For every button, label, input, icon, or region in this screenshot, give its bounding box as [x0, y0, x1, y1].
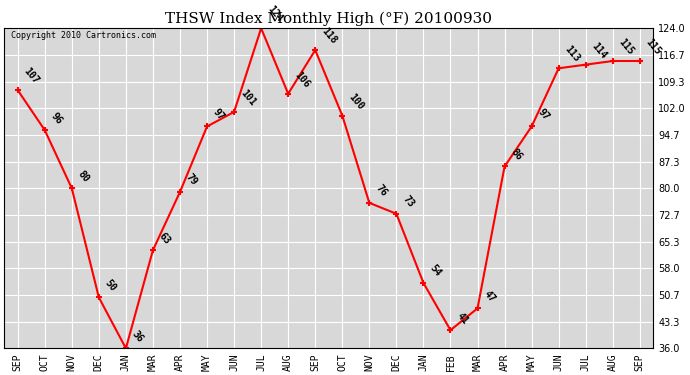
Text: 100: 100 [346, 92, 366, 111]
Text: 101: 101 [238, 88, 257, 108]
Text: 79: 79 [184, 172, 199, 188]
Text: 50: 50 [103, 278, 118, 293]
Text: 41: 41 [455, 310, 470, 326]
Text: 96: 96 [49, 111, 64, 126]
Text: 54: 54 [428, 263, 443, 279]
Text: 63: 63 [157, 231, 172, 246]
Text: 118: 118 [319, 26, 338, 46]
Text: 36: 36 [130, 329, 146, 344]
Text: 97: 97 [536, 107, 551, 122]
Text: 106: 106 [293, 70, 311, 90]
Text: 113: 113 [563, 44, 582, 64]
Text: 114: 114 [590, 40, 609, 60]
Text: 86: 86 [509, 147, 524, 162]
Text: 97: 97 [211, 107, 226, 122]
Text: 115: 115 [617, 37, 636, 57]
Text: 80: 80 [76, 169, 91, 184]
Title: THSW Index Monthly High (°F) 20100930: THSW Index Monthly High (°F) 20100930 [166, 11, 492, 26]
Text: 124: 124 [265, 4, 284, 24]
Text: 115: 115 [644, 37, 663, 57]
Text: 76: 76 [373, 183, 388, 199]
Text: Copyright 2010 Cartronics.com: Copyright 2010 Cartronics.com [10, 32, 156, 40]
Text: 47: 47 [482, 289, 497, 304]
Text: 107: 107 [22, 66, 41, 86]
Text: 73: 73 [401, 194, 416, 210]
